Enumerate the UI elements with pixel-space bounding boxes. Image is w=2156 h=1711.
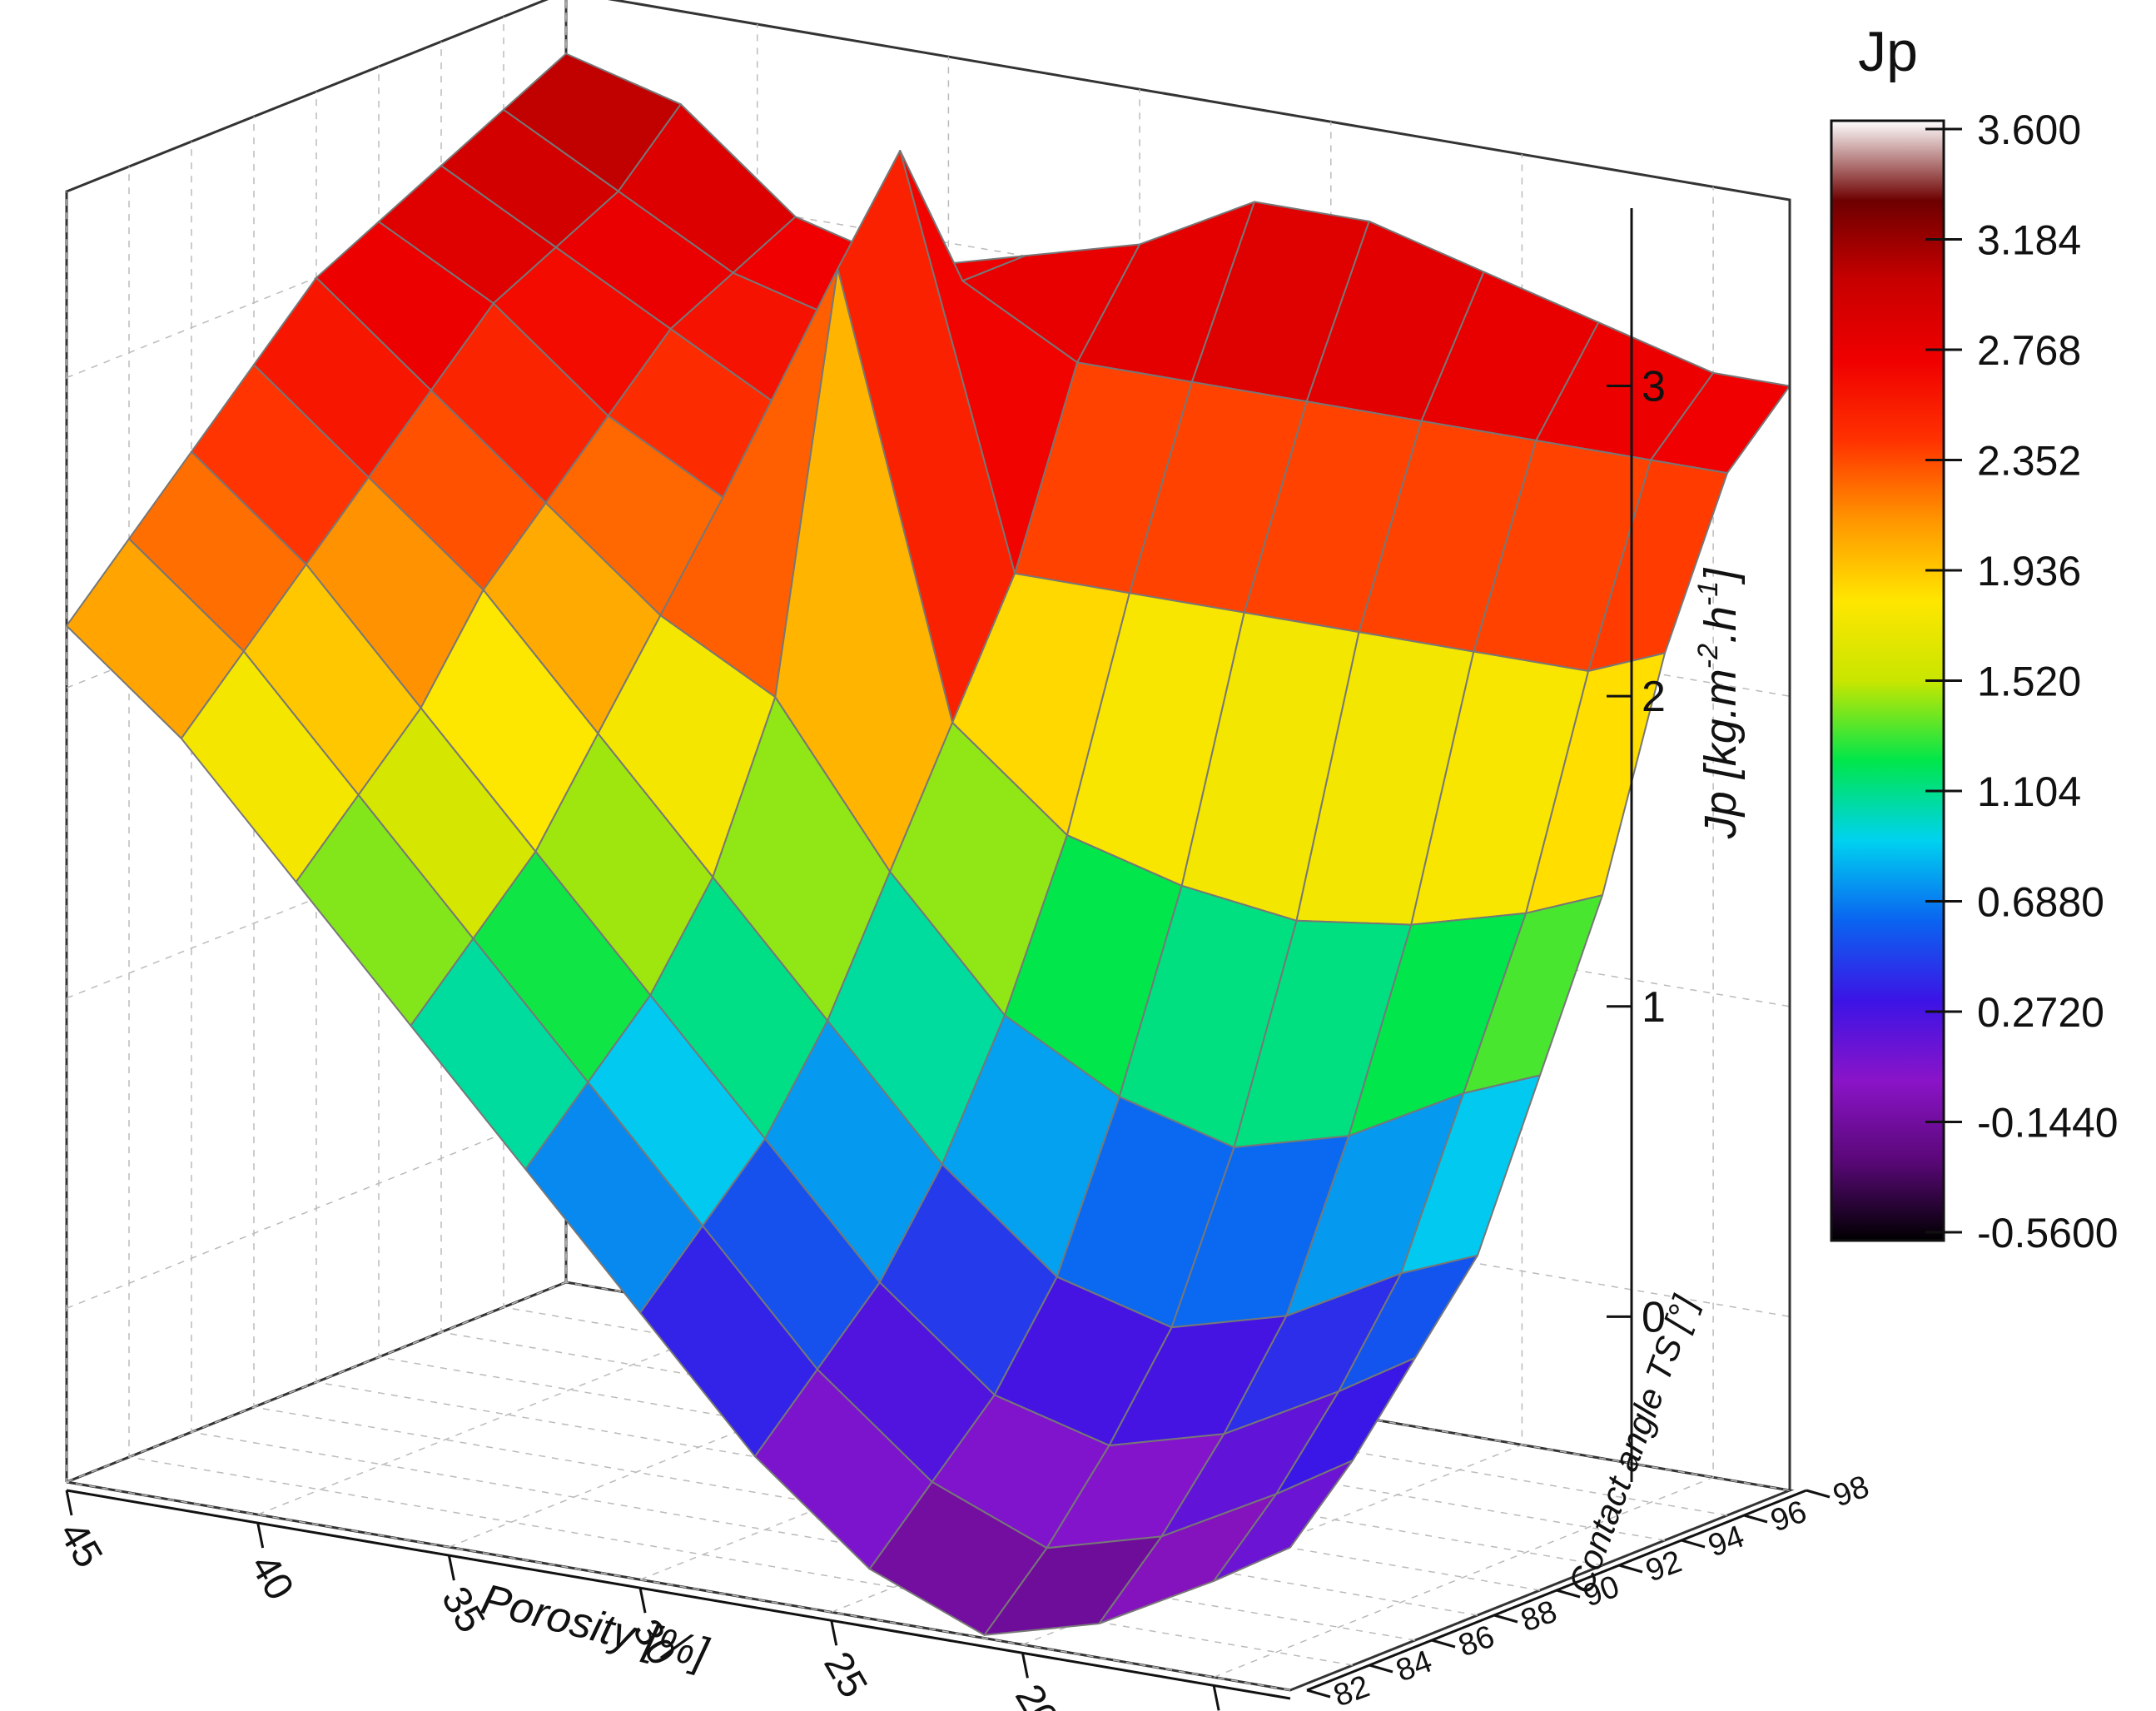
x-tick	[447, 1554, 455, 1581]
y-tick-label: 88	[1517, 1594, 1562, 1639]
colorbar-tick-label: 2.352	[1977, 438, 2081, 485]
y-tick-label: 84	[1392, 1644, 1437, 1689]
y-tick	[1743, 1514, 1768, 1524]
colorbar-tick-label: 0.2720	[1977, 989, 2104, 1036]
y-tick	[1306, 1689, 1331, 1699]
y-tick-label: 96	[1766, 1495, 1811, 1539]
x-tick-label: 45	[50, 1515, 111, 1575]
x-tick	[638, 1587, 647, 1614]
y-tick	[1556, 1589, 1581, 1599]
z-tick-label: 3	[1642, 363, 1666, 411]
surface-mesh	[66, 52, 1791, 1636]
x-tick	[256, 1522, 265, 1549]
y-tick	[1618, 1564, 1643, 1574]
y-tick	[1493, 1614, 1518, 1624]
z-tick-label: 0	[1642, 1293, 1666, 1341]
x-axis-line	[66, 1489, 1291, 1700]
y-tick-label: 86	[1454, 1619, 1499, 1664]
floor-grid-y	[565, 0, 1791, 1491]
colorbar-title: Jp	[1858, 20, 1918, 83]
y-tick-label: 82	[1329, 1669, 1374, 1711]
colorbar-tick-label: 1.936	[1977, 548, 2081, 594]
y-tick	[1806, 1489, 1831, 1499]
colorbar-tick-label: -0.5600	[1977, 1210, 2119, 1256]
z-tick-label: 1	[1642, 983, 1666, 1032]
y-tick	[1431, 1639, 1456, 1649]
z-tick-label: 2	[1642, 673, 1666, 721]
surface-patch	[1213, 1460, 1354, 1582]
colorbar-tick-label: 1.104	[1977, 768, 2081, 815]
colorbar-tick-label: 3.184	[1977, 217, 2081, 264]
colorbar-tick-label: 3.600	[1977, 107, 2081, 153]
x-tick	[830, 1619, 838, 1646]
colorbar-tick-label: 0.6880	[1977, 879, 2104, 926]
y-tick-label: 92	[1642, 1544, 1687, 1589]
x-axis-title: Porosity [%]	[477, 1575, 714, 1679]
colorbar-gradient	[1830, 119, 1945, 1242]
y-tick-label: 94	[1704, 1520, 1749, 1564]
x-tick-label: 25	[815, 1644, 876, 1705]
x-tick	[1212, 1685, 1220, 1711]
x-tick-label: 20	[1006, 1677, 1067, 1711]
colorbar-tick-label: 1.520	[1977, 659, 2081, 705]
x-tick	[1021, 1653, 1029, 1679]
colorbar-ticks: 3.600 3.184 2.768 2.352 1.936 1.520 1.104 0.688…	[1925, 107, 2119, 1256]
z-axis-title: Jp [kg.m-2.h-1]	[1692, 567, 1746, 840]
floor-grid-y	[66, 191, 1291, 1691]
colorbar: Jp 3.600 3.184 2.768 2.352 1.936 1.520 1.104 0.…	[1830, 20, 2119, 1256]
colorbar-tick-label: 2.768	[1977, 327, 2081, 374]
y-tick	[1681, 1539, 1706, 1549]
floor-grid-x	[1213, 187, 1714, 1679]
x-tick-label: 40	[241, 1547, 302, 1608]
colorbar-tick-label: -0.1440	[1977, 1100, 2119, 1146]
y-tick	[1369, 1664, 1393, 1674]
y-tick-label: 98	[1829, 1470, 1874, 1515]
x-tick	[65, 1490, 73, 1516]
z-axis: 0 1 2 3	[1607, 208, 1666, 1482]
